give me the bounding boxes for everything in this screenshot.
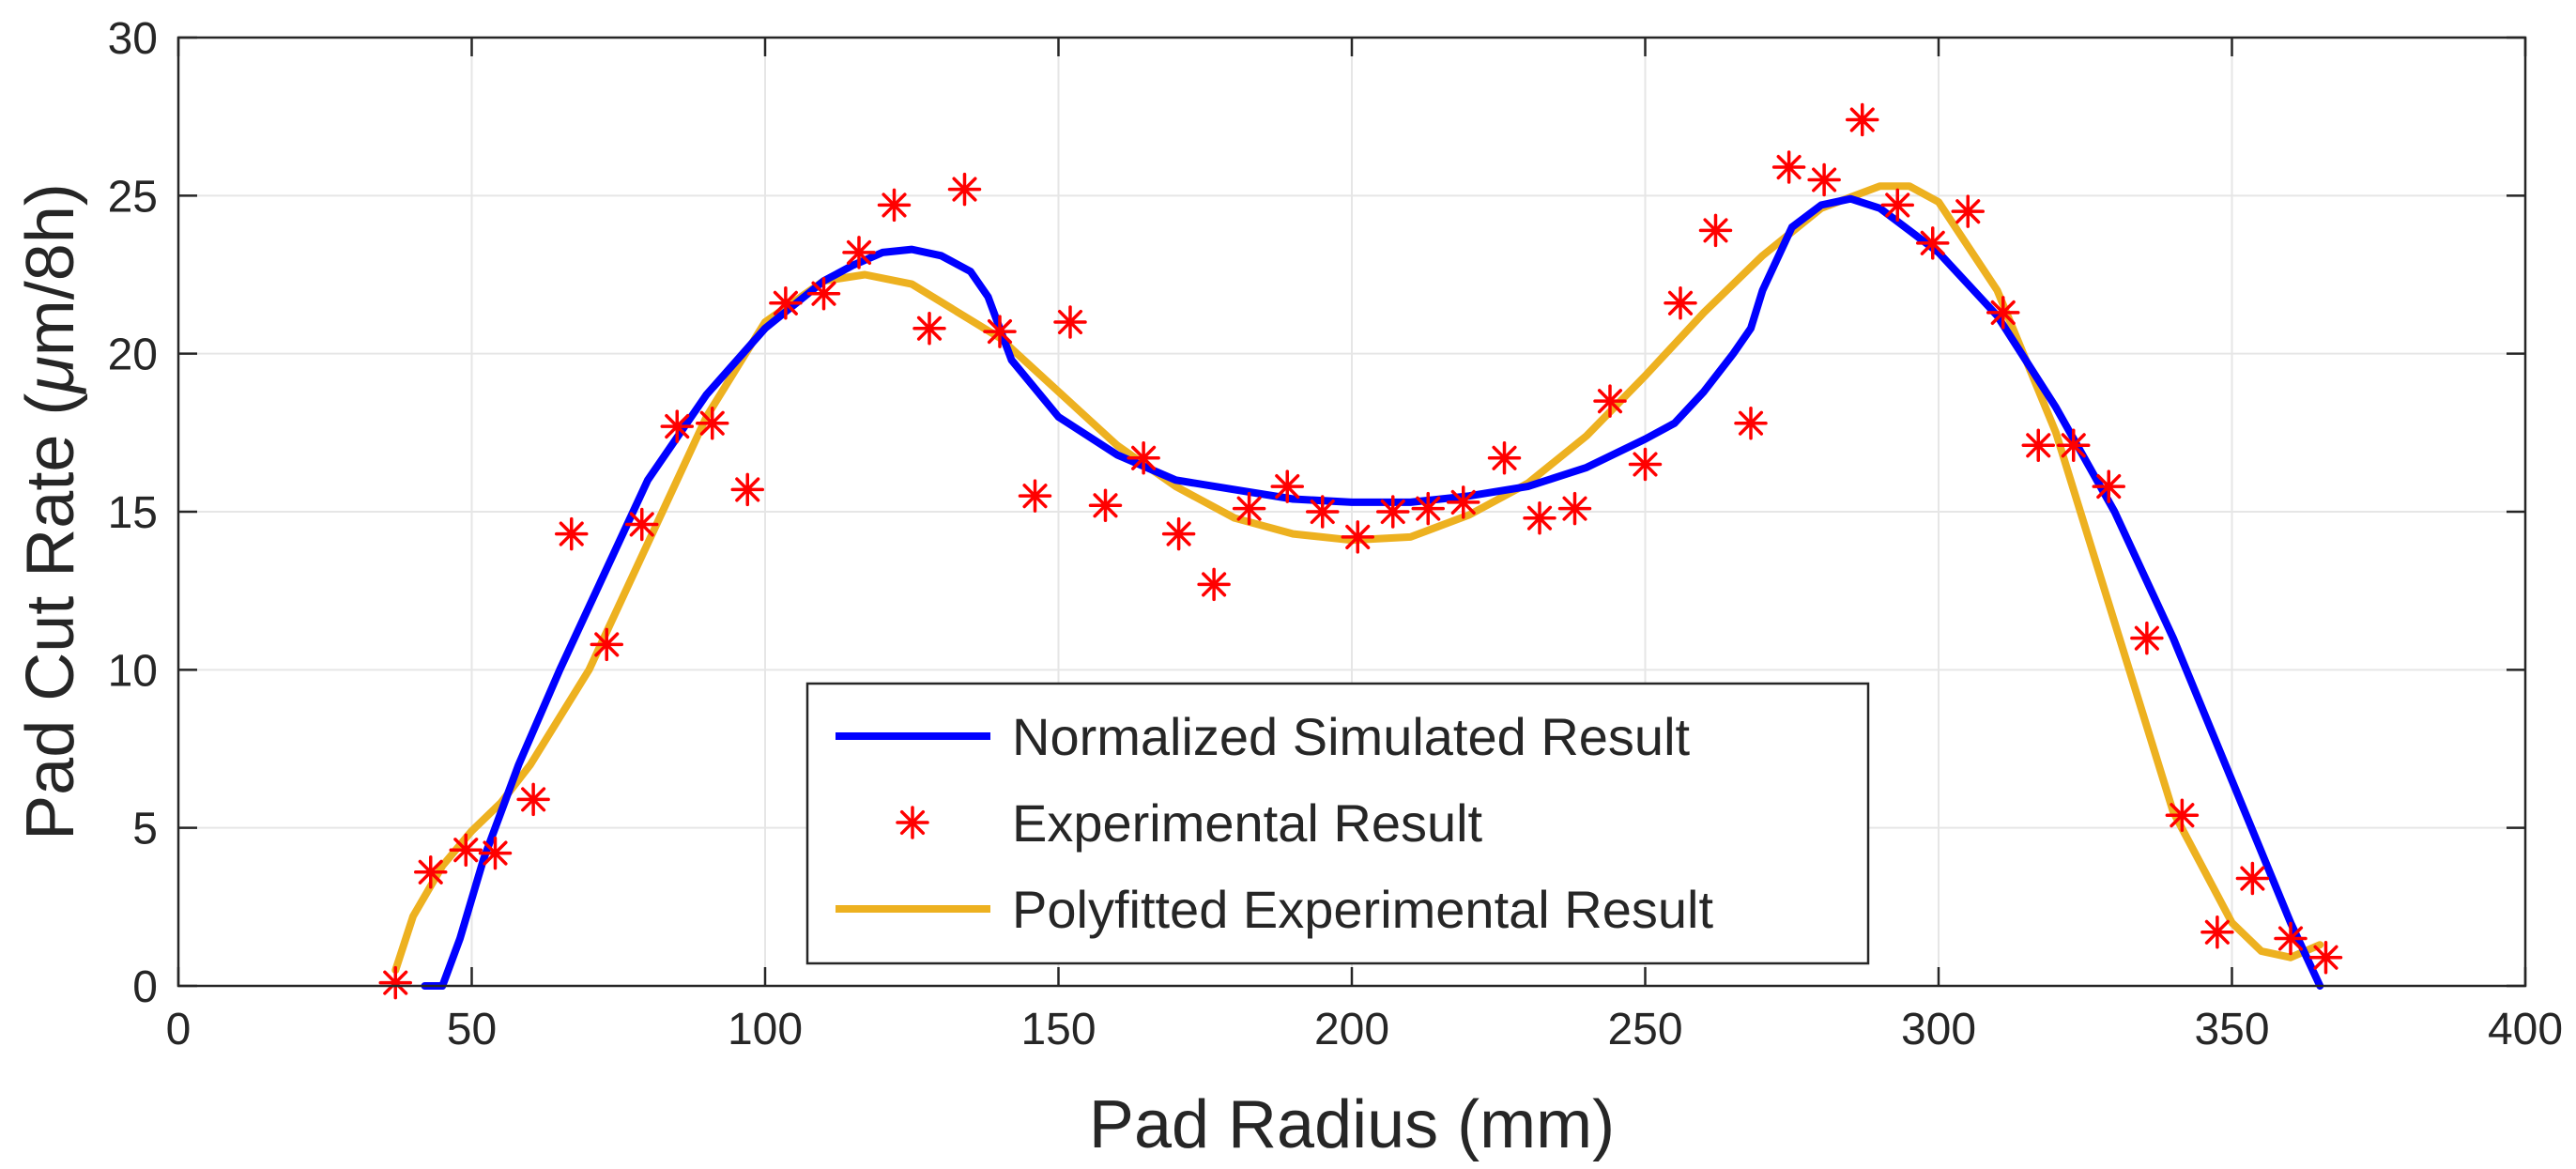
x-tick-label: 200 (1314, 1005, 1389, 1054)
y-tick-label: 10 (108, 646, 158, 696)
experimental-point (2276, 924, 2306, 954)
x-tick-label: 150 (1020, 1005, 1096, 1054)
experimental-point (1953, 196, 1983, 226)
x-tick-label: 350 (2194, 1005, 2269, 1054)
experimental-point (557, 519, 587, 549)
legend-label: Polyfitted Experimental Result (1012, 880, 1713, 939)
experimental-point (1490, 443, 1520, 473)
experimental-point (1164, 519, 1194, 549)
chart: 0 50 100 150 200 250 300 350 400 0 5 10 15 20 25 30 Pad… (0, 0, 2576, 1169)
experimental-point (1774, 152, 1804, 182)
experimental-point (1665, 288, 1695, 318)
experimental-point (1631, 450, 1661, 480)
experimental-point (1848, 105, 1878, 135)
experimental-point (451, 835, 481, 865)
experimental-point (2059, 430, 2089, 460)
legend-marker-swatch (897, 808, 928, 838)
legend: Normalized Simulated Result Experimental … (807, 684, 1868, 963)
experimental-point (1272, 471, 1302, 501)
x-tick-label: 50 (447, 1005, 497, 1054)
experimental-point (880, 190, 910, 220)
legend-label: Normalized Simulated Result (1012, 707, 1691, 766)
experimental-point (662, 411, 692, 441)
y-axis-label-suffix: m/8h) (13, 183, 88, 356)
experimental-point (1128, 443, 1158, 473)
experimental-point (914, 314, 944, 344)
experimental-point (2093, 471, 2124, 501)
legend-label: Experimental Result (1012, 793, 1483, 853)
experimental-point (1882, 190, 1912, 220)
experimental-point (1525, 503, 1555, 533)
experimental-point (1701, 215, 1731, 245)
experimental-point (1918, 228, 1948, 258)
experimental-point (985, 316, 1015, 346)
experimental-point (1736, 408, 1766, 438)
experimental-point (1308, 497, 1338, 527)
x-axis-label: Pad Radius (mm) (1089, 1087, 1615, 1162)
experimental-point (2132, 623, 2162, 654)
experimental-point (591, 629, 621, 659)
experimental-point (1234, 494, 1265, 524)
experimental-point (1091, 490, 1121, 520)
experimental-point (1809, 165, 1839, 195)
experimental-point (1595, 386, 1625, 416)
y-axis-label-prefix: Pad Cut Rate ( (13, 393, 88, 840)
y-tick-label: 30 (108, 14, 158, 64)
experimental-point (809, 279, 839, 309)
experimental-point (2202, 917, 2232, 947)
experimental-point (950, 175, 980, 205)
experimental-point (1199, 569, 1229, 599)
experimental-point (1988, 298, 2018, 328)
experimental-point (771, 288, 801, 318)
x-tick-label: 0 (166, 1005, 192, 1054)
y-tick-label: 20 (108, 331, 158, 380)
y-tick-label: 15 (108, 488, 158, 538)
experimental-point (2311, 943, 2341, 973)
experimental-point (416, 857, 446, 887)
experimental-point (732, 474, 762, 504)
experimental-point (518, 784, 548, 814)
experimental-point (2023, 430, 2053, 460)
y-axis-label: Pad Cut Rate (μm/8h) (13, 183, 88, 840)
experimental-point (698, 408, 728, 438)
y-tick-label: 25 (108, 172, 158, 222)
experimental-point (1055, 307, 1085, 337)
x-tick-label: 300 (1901, 1005, 1976, 1054)
experimental-point (844, 238, 874, 268)
x-tick-label: 250 (1607, 1005, 1682, 1054)
y-tick-label: 0 (132, 962, 158, 1012)
experimental-point (2167, 800, 2197, 830)
experimental-point (380, 968, 410, 998)
x-tick-label: 100 (728, 1005, 803, 1054)
experimental-point (1378, 497, 1408, 527)
y-tick-label: 5 (132, 805, 158, 854)
y-axis-label-mu: μ (13, 356, 88, 394)
experimental-point (481, 838, 511, 869)
experimental-point (1342, 522, 1372, 552)
experimental-point (1449, 487, 1479, 517)
experimental-point (1413, 494, 1443, 524)
experimental-point (1560, 494, 1590, 524)
x-tick-label: 400 (2488, 1005, 2563, 1054)
experimental-point (1020, 481, 1050, 511)
experimental-point (627, 509, 657, 539)
experimental-point (2237, 864, 2267, 894)
